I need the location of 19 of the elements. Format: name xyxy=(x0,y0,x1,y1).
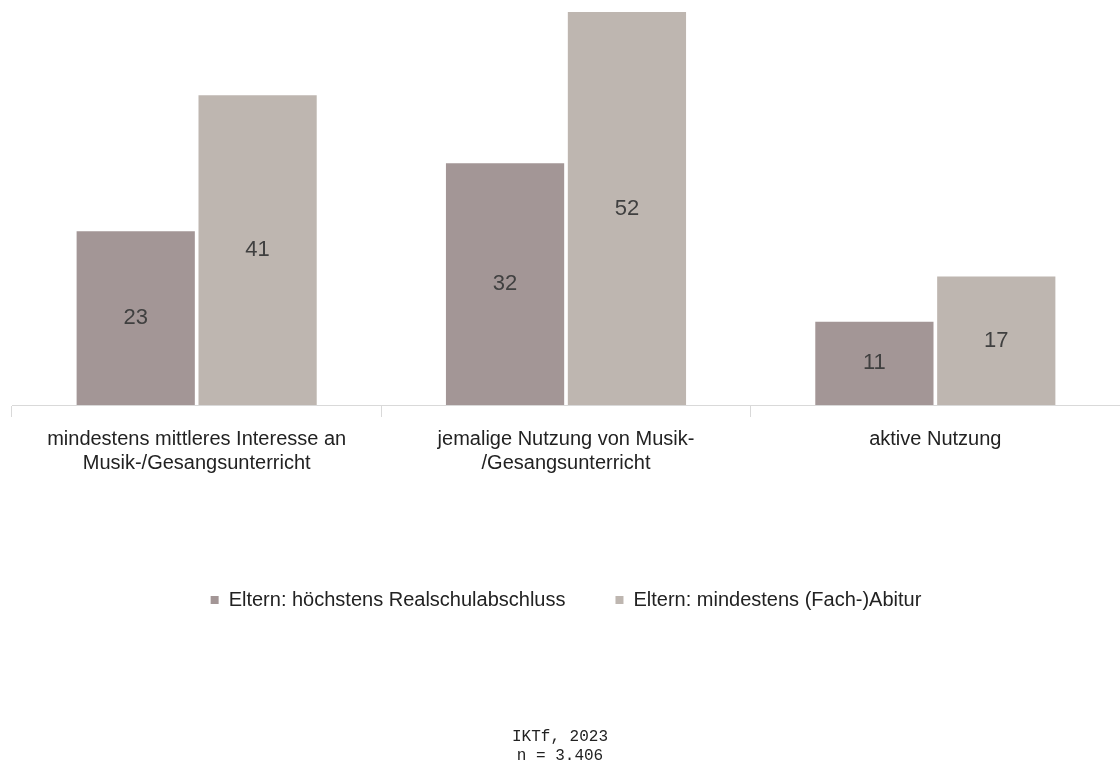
text: IKTf, 2023 xyxy=(511,728,609,747)
x-tick-label: mindestens mittleres Interesse an Musik-/Gesangsunterricht xyxy=(47,426,347,473)
data-label: 32 xyxy=(492,270,518,296)
data-label: 17 xyxy=(984,326,1009,352)
legend-label: Eltern: mindestens (Fach-)Abitur xyxy=(633,587,922,610)
x-tick-label: aktive Nutzung xyxy=(869,426,1002,449)
bar xyxy=(815,321,934,405)
bar xyxy=(567,12,687,405)
bar xyxy=(445,163,565,405)
bar xyxy=(198,95,317,405)
legend-label: Eltern: höchstens Realschulabschluss xyxy=(228,587,566,610)
x-tick-label: jemalige Nutzung von Musik-/Gesangsunterricht xyxy=(436,426,695,473)
text: n = 3.406 xyxy=(515,747,605,766)
data-label: 11 xyxy=(862,349,886,375)
data-label: 41 xyxy=(245,236,270,262)
bar xyxy=(76,231,195,405)
bar xyxy=(937,276,1056,405)
data-label: 52 xyxy=(614,194,640,220)
data-label: 23 xyxy=(123,304,148,330)
